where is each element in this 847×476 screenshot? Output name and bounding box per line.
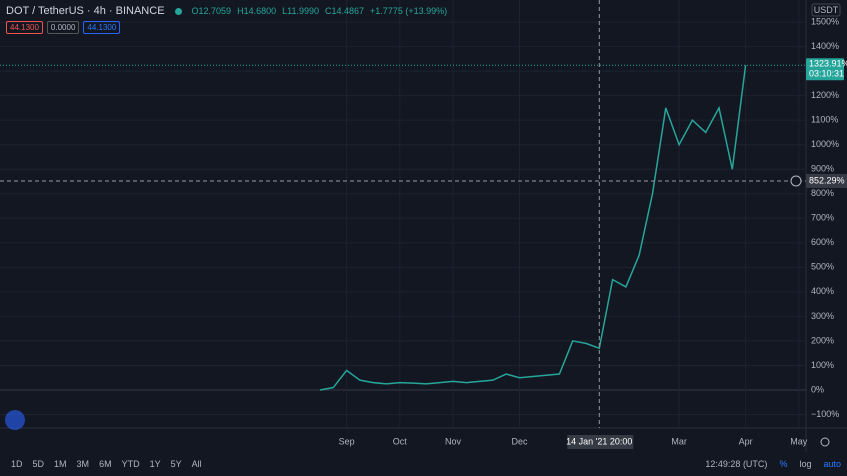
x-tick-label: Oct [393, 436, 408, 446]
clock: 12:49:28 (UTC) [705, 459, 768, 469]
badge[interactable]: 44.1300 [83, 21, 121, 34]
x-tick-label: Apr [739, 436, 753, 446]
range-button[interactable]: 1D [11, 459, 23, 469]
mode-button[interactable]: % [779, 459, 788, 469]
ohlc-low: L11.9990 [282, 6, 319, 16]
y-tick-label: 800% [811, 188, 834, 198]
badge[interactable]: 0.0000 [46, 21, 80, 34]
crosshair-plus [790, 175, 802, 187]
range-button[interactable]: 6M [99, 459, 112, 469]
last-price-box [806, 58, 844, 81]
range-button[interactable]: 1M [54, 459, 67, 469]
crosshair-x-box [567, 435, 634, 449]
y-tick-label: −100% [811, 409, 839, 419]
y-tick-label: 100% [811, 360, 834, 370]
y-tick-label: 600% [811, 237, 834, 247]
x-tick-label: Dec [511, 436, 528, 446]
ohlc-high: H14.6800 [237, 6, 277, 16]
ohlc-close: C14.4867 [325, 6, 365, 16]
y-tick-label: 300% [811, 311, 834, 321]
y-tick-label: 1200% [811, 90, 839, 100]
range-button[interactable]: All [191, 459, 202, 469]
range-buttons: 1D 5D 1M 3M 6M YTD 1Y 5Y All [11, 459, 202, 469]
y-tick-label: 400% [811, 286, 834, 296]
y-tick-label: 1000% [811, 139, 839, 149]
x-tick-label: Sep [339, 436, 355, 446]
y-tick-label: 1100% [811, 115, 838, 125]
crosshair-x-label: 14 Jan '21 20:00 [566, 436, 632, 446]
ohlc-open: O12.7059 [191, 6, 232, 16]
y-tick-label: 1500% [811, 16, 839, 26]
settings-icon [820, 437, 830, 447]
y-tick-label: 0% [811, 384, 824, 394]
header: DOT / TetherUS · 4h · BINANCE O12.7059 H… [6, 5, 447, 17]
last-price-label: 1323.91% [809, 59, 847, 69]
mode-button[interactable]: auto [823, 459, 841, 469]
price-line [319, 65, 747, 391]
currency-label: USDT [814, 5, 839, 15]
toolbar: 1D 5D 1M 3M 6M YTD 1Y 5Y All 12:49:28 (UTC) % lo… [0, 452, 847, 476]
mode-button[interactable]: log [799, 459, 812, 469]
y-tick-label: 700% [811, 213, 834, 223]
countdown: 03:10:31 [809, 69, 844, 79]
x-tick-label: May [790, 436, 808, 446]
range-button[interactable]: 3M [76, 459, 90, 469]
toolbar-right: 12:49:28 (UTC) % log auto [705, 459, 841, 469]
cloud-icon [5, 410, 25, 430]
symbol[interactable]: DOT / TetherUS · 4h · BINANCE [6, 5, 165, 17]
range-button[interactable]: YTD [121, 459, 140, 469]
badge[interactable]: 44.1300 [6, 21, 43, 34]
badges: 44.1300 0.0000 44.1300 [6, 21, 121, 34]
currency-box [811, 3, 841, 17]
chart: −100% 0% 100% 200% 300% 400% 500% 600% 700% 800% 9… [0, 0, 847, 452]
range-button[interactable]: 5D [32, 459, 45, 469]
ohlc-change: +1.7775 (+13.99%) [370, 6, 448, 16]
crosshair-y-box [806, 173, 847, 188]
range-button[interactable]: 5Y [170, 459, 182, 469]
range-button[interactable]: 1Y [149, 459, 161, 469]
y-tick-label: 500% [811, 262, 834, 272]
y-tick-label: 1400% [811, 41, 839, 51]
x-tick-label: Mar [671, 436, 687, 446]
x-tick-label: Nov [445, 436, 462, 446]
y-tick-label: 200% [811, 335, 834, 345]
crosshair-y-label: 852.29% [809, 175, 845, 185]
y-tick-label: 900% [811, 164, 834, 174]
status-dot [174, 7, 182, 15]
